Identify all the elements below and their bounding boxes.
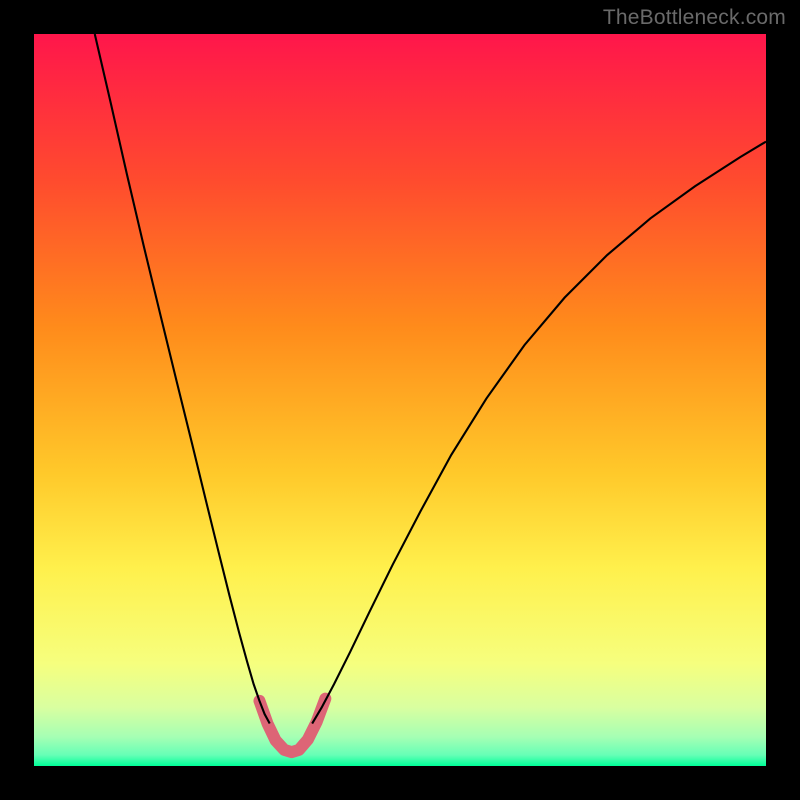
plot-area: [34, 34, 766, 766]
chart-background: [34, 34, 766, 766]
watermark: TheBottleneck.com: [603, 6, 786, 30]
chart-svg: [34, 34, 766, 766]
